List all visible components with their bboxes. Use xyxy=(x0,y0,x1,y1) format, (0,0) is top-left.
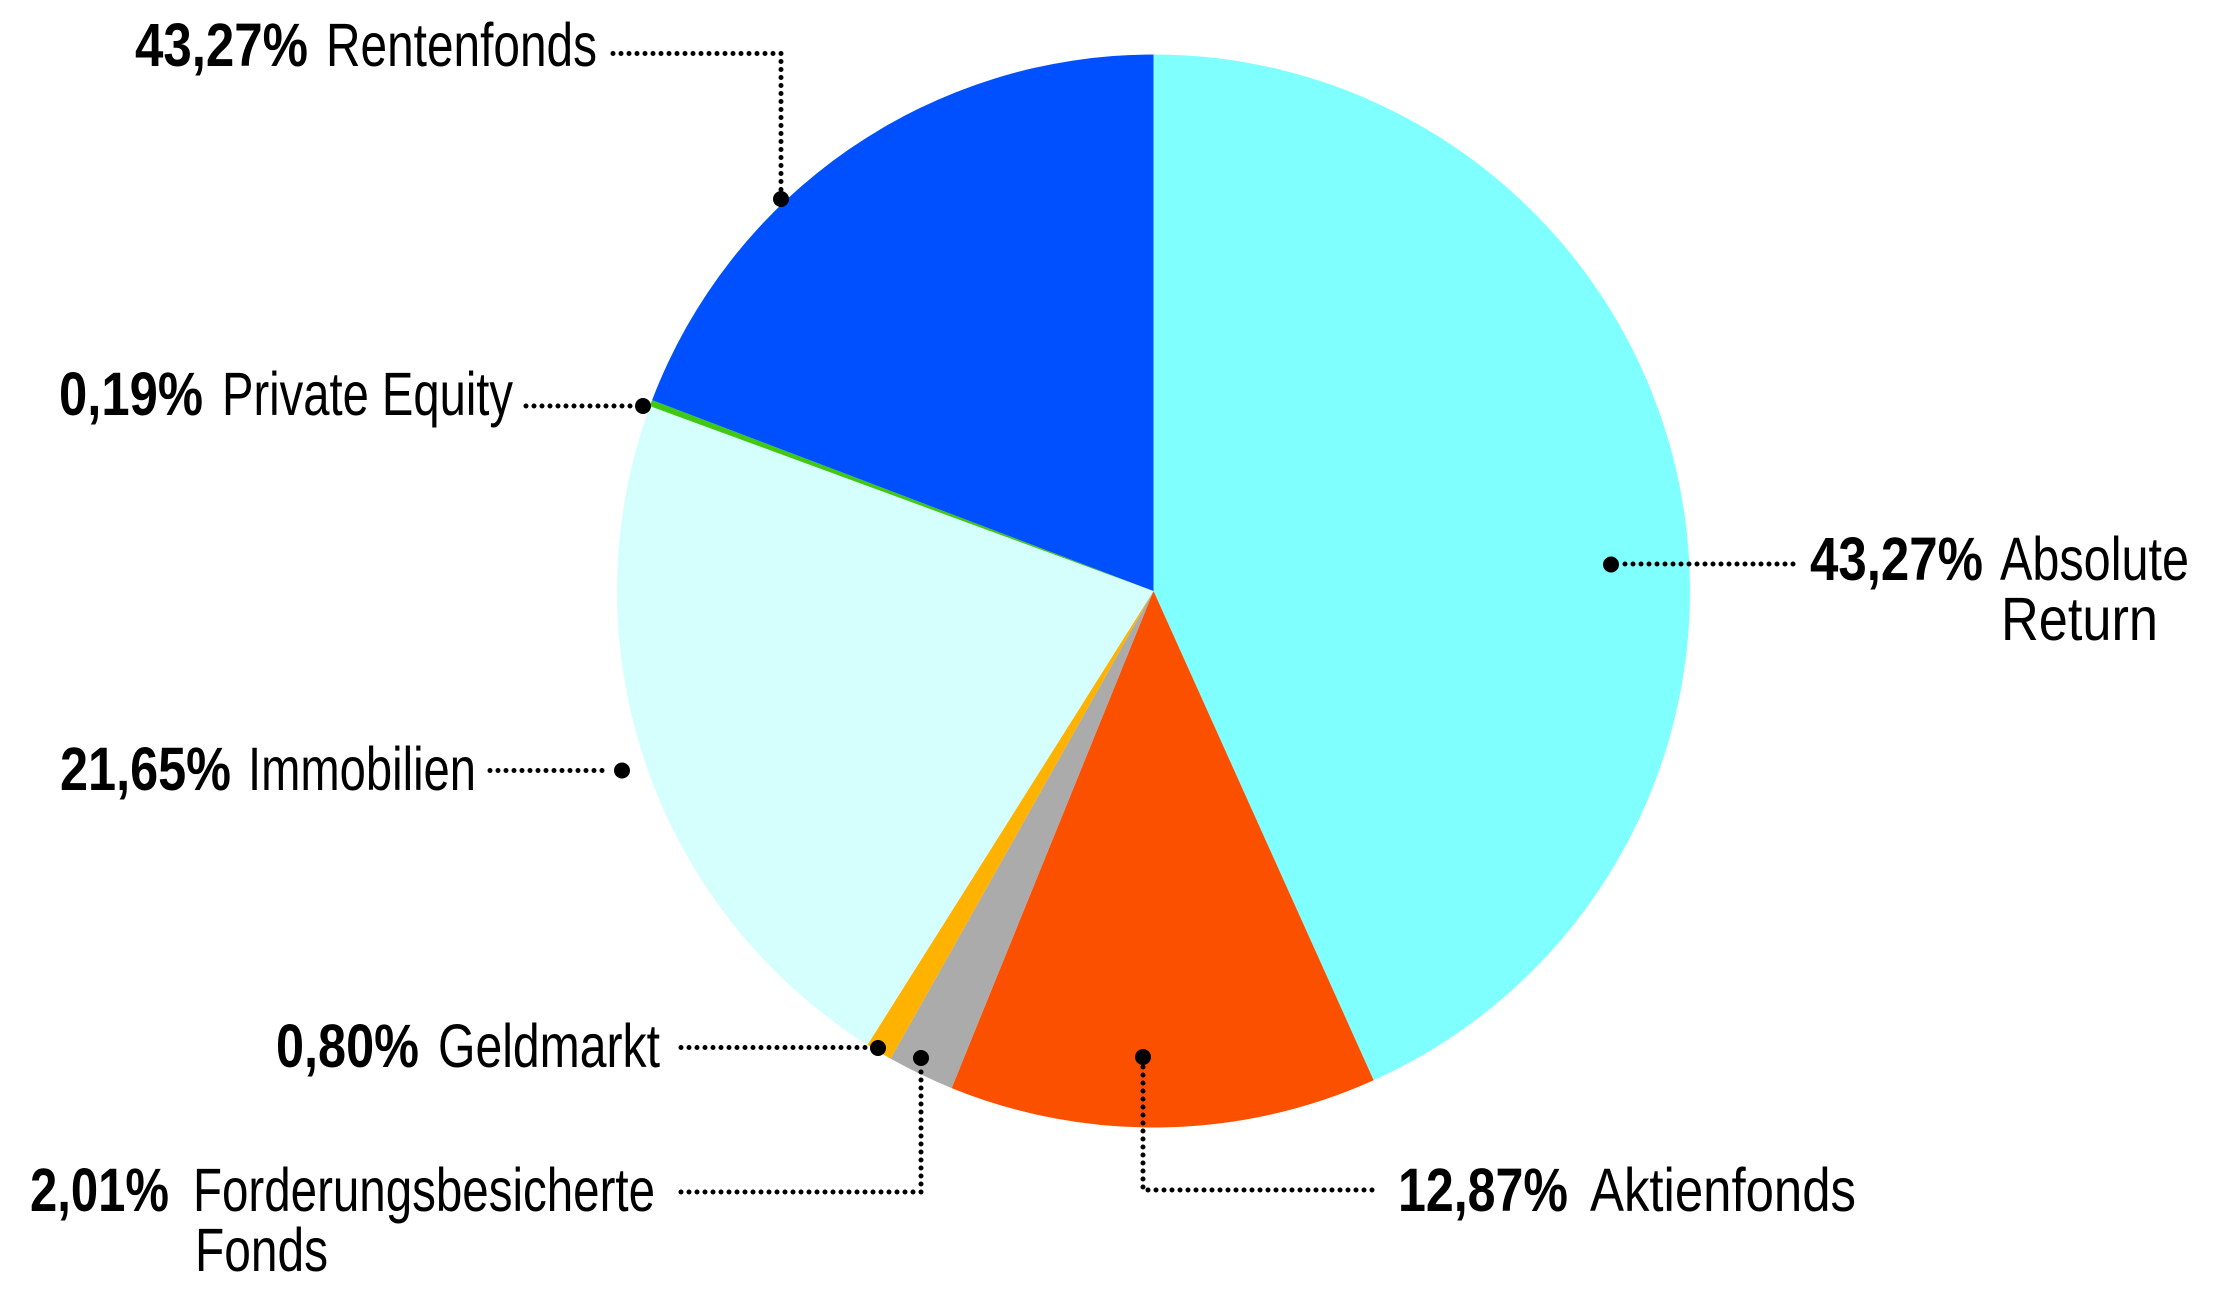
svg-text:12,87%: 12,87% xyxy=(1398,1156,1568,1224)
svg-text:Private Equity: Private Equity xyxy=(222,360,513,428)
svg-text:43,27%: 43,27% xyxy=(1810,525,1983,593)
svg-text:Return: Return xyxy=(2001,585,2158,653)
svg-text:21,65%: 21,65% xyxy=(60,735,231,803)
svg-text:Absolute: Absolute xyxy=(2000,525,2189,593)
svg-text:Aktienfonds: Aktienfonds xyxy=(1590,1156,1856,1224)
svg-text:Rentenfonds: Rentenfonds xyxy=(326,11,597,79)
svg-text:Forderungsbesicherte: Forderungsbesicherte xyxy=(193,1156,655,1224)
svg-text:0,19%: 0,19% xyxy=(59,360,203,428)
svg-text:Geldmarkt: Geldmarkt xyxy=(438,1012,660,1080)
svg-text:0,80%: 0,80% xyxy=(276,1012,419,1080)
svg-text:2,01%: 2,01% xyxy=(30,1156,169,1224)
svg-text:Immobilien: Immobilien xyxy=(248,735,476,803)
svg-text:Fonds: Fonds xyxy=(195,1216,328,1284)
svg-text:43,27%: 43,27% xyxy=(135,11,308,79)
